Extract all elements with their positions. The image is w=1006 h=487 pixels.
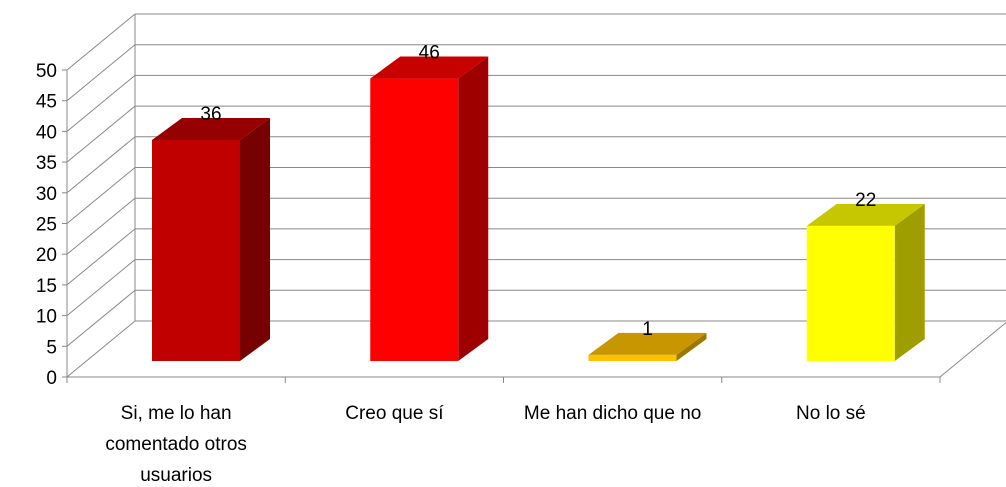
y-tick-label: 10 bbox=[36, 307, 57, 328]
bar-top bbox=[152, 117, 270, 140]
grid-line bbox=[66, 228, 136, 286]
y-tick-label: 50 bbox=[36, 61, 57, 82]
floor-edge bbox=[939, 321, 1006, 378]
x-tick-label: Si, me lo han comentado otros usuarios bbox=[105, 403, 247, 486]
y-tick-label: 45 bbox=[36, 92, 57, 113]
x-tick-label: Me han dicho que no bbox=[523, 403, 702, 424]
grid-line bbox=[66, 136, 136, 194]
grid-line bbox=[66, 75, 136, 132]
y-tick-label: 30 bbox=[36, 184, 57, 205]
grid-line bbox=[66, 289, 136, 347]
bar bbox=[370, 78, 459, 361]
y-tick-label: 25 bbox=[36, 215, 57, 236]
bar bbox=[588, 354, 677, 361]
bar-side bbox=[894, 203, 925, 361]
data-label: 36 bbox=[200, 104, 221, 125]
grid-line bbox=[66, 105, 136, 163]
grid-line bbox=[66, 320, 136, 378]
bar bbox=[806, 225, 895, 361]
data-label: 22 bbox=[855, 190, 876, 211]
x-tick-label: No lo sé bbox=[796, 403, 866, 424]
y-tick-label: 40 bbox=[36, 122, 57, 143]
y-tick-label: 20 bbox=[36, 245, 57, 266]
bar bbox=[152, 139, 240, 361]
bar-side bbox=[458, 56, 489, 362]
grid-line bbox=[66, 259, 136, 316]
bar-side bbox=[676, 332, 707, 361]
y-tick-label: 5 bbox=[46, 337, 57, 358]
bar-side bbox=[240, 117, 270, 362]
data-label: 1 bbox=[642, 319, 653, 340]
grid-line bbox=[66, 197, 136, 255]
bar-top bbox=[370, 56, 489, 79]
data-label: 46 bbox=[419, 43, 440, 64]
y-tick-label: 15 bbox=[36, 276, 57, 297]
y-tick-label: 35 bbox=[36, 153, 57, 174]
bar-top bbox=[588, 332, 707, 355]
grid-line bbox=[66, 44, 136, 102]
grid-line bbox=[66, 13, 136, 71]
x-tick-label: Creo que sí bbox=[345, 403, 444, 424]
grid-line bbox=[66, 167, 136, 224]
bar-top bbox=[806, 203, 925, 226]
y-tick-label: 0 bbox=[46, 368, 57, 389]
